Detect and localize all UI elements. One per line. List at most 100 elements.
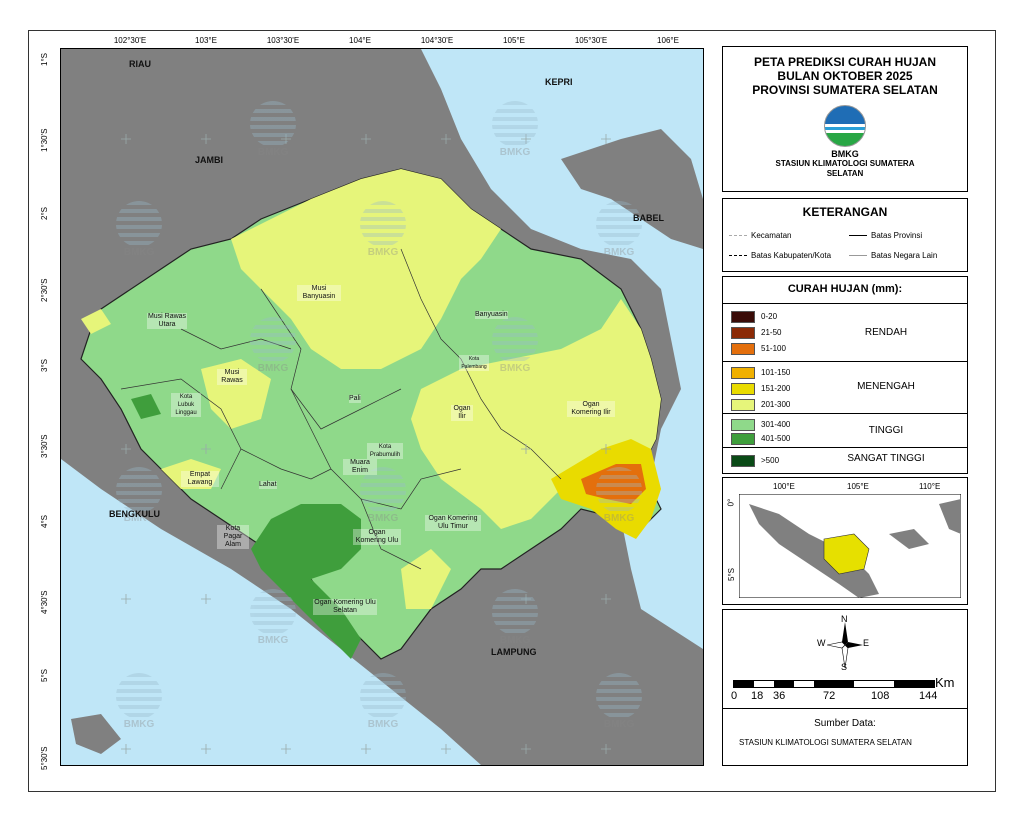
inset-lon-tick: 105°E bbox=[847, 482, 869, 491]
rain-class-row: >500 bbox=[731, 455, 779, 467]
district-label: Musi Rawas bbox=[217, 369, 247, 385]
neighbor-label-lampung: LAMPUNG bbox=[491, 647, 537, 657]
category-label: TINGGI bbox=[868, 425, 904, 436]
bmkg-watermark: BMKG bbox=[593, 201, 645, 265]
color-swatch bbox=[731, 399, 755, 411]
map-canvas bbox=[61, 49, 703, 765]
bmkg-watermark: BMKG bbox=[489, 317, 541, 381]
main-map[interactable]: BMKG BMKG BMKG BMKG BMKG BMKG BMKG BMKG … bbox=[60, 48, 704, 766]
bangka-island bbox=[561, 129, 703, 249]
rain-class-row: 51-100 bbox=[731, 343, 786, 355]
inset-map-panel: 100°E 105°E 110°E 0° 5°S bbox=[722, 477, 968, 605]
map-title-line3: PROVINSI SUMATERA SELATAN bbox=[752, 83, 938, 97]
inset-lon-tick: 110°E bbox=[919, 482, 941, 491]
compass-w: W bbox=[817, 638, 826, 648]
bmkg-watermark: BMKG bbox=[593, 467, 645, 531]
district-boundaries bbox=[120, 248, 562, 570]
color-swatch bbox=[731, 419, 755, 431]
scale-label: 72 bbox=[823, 690, 836, 702]
inset-lon-tick: 100°E bbox=[773, 482, 795, 491]
graticule bbox=[121, 134, 611, 754]
district-label: Ogan Komering Ulu bbox=[353, 529, 401, 545]
bmkg-watermark: BMKG bbox=[489, 589, 541, 653]
district-label: Musi Banyuasin bbox=[297, 285, 341, 301]
station-name-line1: STASIUN KLIMATOLOGI SUMATERA bbox=[775, 159, 915, 168]
district-label: Ogan Komering Ulu Selatan bbox=[313, 599, 377, 615]
inset-lat-tick: 5°S bbox=[726, 568, 736, 581]
bmkg-watermark: BMKG bbox=[357, 467, 409, 531]
bmkg-watermark: BMKG bbox=[357, 201, 409, 265]
lat-tick: 1°30'S bbox=[40, 128, 49, 152]
color-swatch bbox=[731, 343, 755, 355]
zone-201-300-s bbox=[401, 549, 451, 609]
bmkg-watermark: BMKG bbox=[593, 673, 645, 737]
inset-map-canvas bbox=[739, 494, 961, 598]
scale-label: 0 bbox=[731, 690, 738, 702]
category-label: SANGAT TINGGI bbox=[847, 453, 925, 464]
lat-tick: 3°30'S bbox=[40, 434, 49, 458]
bmkg-name: BMKG bbox=[831, 149, 859, 159]
inset-lat-tick: 0° bbox=[726, 498, 736, 507]
scale-bar bbox=[733, 680, 935, 688]
lon-tick: 102°30'E bbox=[113, 36, 147, 45]
district-label: Lahat bbox=[259, 481, 277, 489]
legend-panel: KETERANGAN Kecamatan Batas Provinsi Bata… bbox=[722, 198, 968, 272]
neighbor-label-babel: BABEL bbox=[633, 213, 664, 223]
district-label: Kota Lubuk Linggau bbox=[171, 393, 201, 417]
rain-class-row: 201-300 bbox=[731, 399, 790, 411]
source-title: Sumber Data: bbox=[814, 718, 876, 729]
scale-label: 36 bbox=[773, 690, 786, 702]
map-title-line2: BULAN OKTOBER 2025 bbox=[777, 69, 913, 83]
rain-class-row: 151-200 bbox=[731, 383, 790, 395]
lat-tick: 2°30'S bbox=[40, 278, 49, 302]
lon-tick: 103°30'E bbox=[266, 36, 300, 45]
java-tip bbox=[71, 714, 121, 754]
lat-tick: 2°S bbox=[40, 207, 49, 220]
color-swatch bbox=[731, 367, 755, 379]
district-label: Ogan Ilir bbox=[451, 405, 473, 421]
color-swatch bbox=[731, 433, 755, 445]
lat-tick: 4°30'S bbox=[40, 590, 49, 614]
legend-title: KETERANGAN bbox=[802, 205, 888, 219]
lon-tick: 103°E bbox=[195, 36, 217, 45]
bmkg-watermark: BMKG bbox=[247, 317, 299, 381]
bmkg-watermark: BMKG bbox=[357, 673, 409, 737]
station-name-line2: SELATAN bbox=[826, 169, 864, 178]
compass-n: N bbox=[841, 614, 848, 624]
zone-201-300-nw bbox=[81, 309, 111, 334]
legend-item-batas-provinsi: Batas Provinsi bbox=[849, 231, 922, 240]
district-label: Musi Rawas Utara bbox=[147, 313, 187, 329]
bmkg-watermark: BMKG bbox=[113, 673, 165, 737]
rain-class-row: 21-50 bbox=[731, 327, 781, 339]
solid-line-icon bbox=[849, 235, 867, 237]
dashed-line-icon bbox=[729, 255, 747, 257]
lon-tick: 104°E bbox=[349, 36, 371, 45]
lat-tick: 1°S bbox=[40, 53, 49, 66]
district-label: Empat Lawang bbox=[181, 471, 219, 487]
legend-item-kecamatan: Kecamatan bbox=[729, 231, 791, 240]
zone-201-300-north bbox=[231, 169, 501, 369]
lat-tick: 3°S bbox=[40, 359, 49, 372]
compass-scale-panel: N S W E Km 0 18 36 72 108 144 Sumber Dat… bbox=[722, 609, 968, 766]
district-label: Kota Prabumulih bbox=[367, 443, 403, 459]
neighbor-label-bengkulu: BENGKULU bbox=[109, 509, 160, 519]
neighbor-label-riau: RIAU bbox=[129, 59, 151, 69]
category-label: RENDAH bbox=[864, 327, 908, 338]
lon-tick: 104°30'E bbox=[420, 36, 454, 45]
category-label: MENENGAH bbox=[857, 381, 915, 392]
north-arrow-icon bbox=[827, 622, 863, 669]
dashed-line-icon bbox=[729, 235, 747, 237]
neighbor-label-kepri: KEPRI bbox=[545, 77, 573, 87]
zone-201-300-sw bbox=[161, 459, 221, 489]
district-label: Ogan Komering Ulu Timur bbox=[425, 515, 481, 531]
rainfall-legend-panel: CURAH HUJAN (mm): 0-20 21-50 51-100 REND… bbox=[722, 276, 968, 474]
lon-tick: 106°E bbox=[657, 36, 679, 45]
zone-51-100 bbox=[581, 464, 646, 504]
scale-label: 144 bbox=[919, 690, 938, 702]
rain-class-row: 301-400 bbox=[731, 419, 790, 431]
scale-label: 108 bbox=[871, 690, 890, 702]
rain-class-row: 401-500 bbox=[731, 433, 790, 445]
lon-tick: 105°30'E bbox=[574, 36, 608, 45]
lon-tick: 105°E bbox=[503, 36, 525, 45]
bmkg-watermark: BMKG bbox=[113, 201, 165, 265]
